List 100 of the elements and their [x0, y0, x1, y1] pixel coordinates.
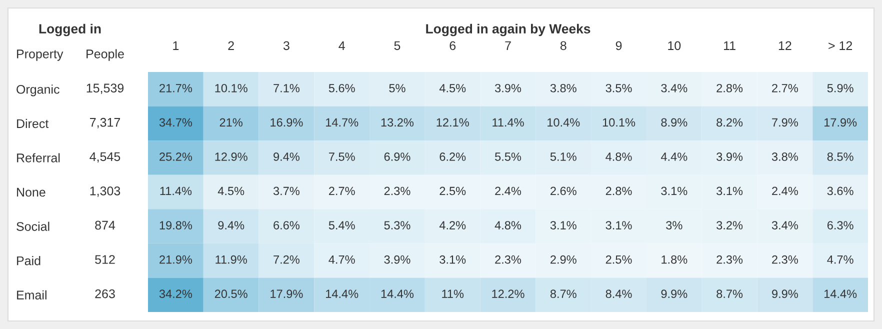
y-tick-label: Paid [17, 256, 40, 266]
data-label: 2.8% [606, 186, 632, 196]
data-label: 14.4% [824, 290, 857, 298]
y-tick-label: Email [17, 290, 46, 300]
data-label: 34.7% [159, 118, 192, 127]
data-label: 9.9% [661, 290, 688, 298]
data-label: 3.8% [550, 84, 576, 92]
data-label: 13.2% [381, 118, 414, 127]
x-tick-label: 7 [505, 41, 511, 50]
data-label: 21% [220, 118, 242, 127]
x-tick-label: 12 [778, 41, 792, 50]
data-label: 17.9% [824, 118, 857, 127]
data-label: 2.7% [772, 84, 798, 92]
y-tick-label: Organic [16, 84, 60, 96]
data-label: 4.7% [328, 255, 355, 264]
x-tick-label: 3 [283, 41, 290, 50]
data-label: 3.1% [606, 221, 632, 230]
chart-title: Logged in again by Weeks [426, 24, 590, 36]
data-label: 8.7% [716, 290, 743, 298]
data-label: 4.4% [660, 152, 688, 161]
x-tick-label: 11 [724, 41, 736, 50]
data-label: 17.9% [270, 290, 303, 298]
data-label: 8.9% [661, 118, 688, 127]
data-label: 2.6% [550, 186, 576, 196]
data-label: 34.2% [159, 290, 192, 298]
data-label: 3.1% [661, 186, 688, 196]
data-label: 5.4% [328, 221, 355, 230]
y2-tick-label: 874 [95, 220, 116, 230]
data-label: 2.7% [328, 186, 355, 196]
data-label: 11% [442, 290, 464, 298]
data-label: 2.8% [716, 84, 743, 92]
data-label: 3.6% [827, 186, 854, 196]
x-tick-label: 10 [668, 41, 681, 50]
data-label: 12.1% [436, 118, 469, 127]
data-label: 9.4% [218, 221, 244, 230]
y2-tick-label: 512 [95, 255, 115, 264]
data-label: 5.1% [550, 152, 576, 161]
data-label: 5.9% [827, 84, 854, 92]
data-label: 3.1% [440, 255, 466, 264]
data-label: 4.8% [606, 152, 632, 161]
data-label: 4.5% [439, 84, 466, 92]
data-label: 5.6% [328, 84, 355, 92]
data-label: 3% [666, 221, 682, 230]
data-label: 7.5% [328, 152, 355, 161]
x-tick-label: 8 [560, 41, 566, 50]
data-label: 7.2% [274, 255, 300, 264]
data-label: 14.4% [326, 290, 358, 298]
data-label: 3.4% [772, 221, 798, 230]
data-label: 10.1% [602, 118, 636, 127]
y-tick-label: Direct [17, 118, 49, 128]
y-tick-label: Referral [17, 153, 60, 162]
x-tick-label: > 12 [828, 41, 852, 50]
data-label: 3.1% [550, 221, 576, 230]
data-label: 6.6% [274, 221, 300, 230]
data-label: 8.4% [606, 290, 632, 298]
data-label: 5% [389, 84, 406, 92]
data-label: 2.5% [606, 255, 632, 264]
y2-tick-label: 4,545 [90, 152, 120, 163]
data-label: 8.7% [550, 290, 576, 298]
data-label: 6.3% [827, 221, 854, 230]
text: Logged in [39, 24, 101, 36]
data-label: 19.8% [160, 221, 192, 230]
data-label: 2.3% [772, 255, 798, 264]
data-label: 6.2% [440, 152, 466, 161]
data-label: 14.4% [381, 290, 414, 298]
data-label: 2.9% [550, 255, 576, 264]
x-tick-label: 5 [394, 41, 400, 50]
data-label: 4.2% [439, 221, 466, 230]
data-label: 4.5% [218, 186, 244, 196]
data-label: 8.2% [716, 118, 743, 127]
data-label: 20.5% [214, 290, 248, 298]
x-tick-label: 2 [228, 41, 234, 50]
data-label: 3.8% [772, 152, 798, 161]
data-label: 3.2% [716, 221, 743, 230]
data-label: 12.2% [492, 290, 524, 298]
data-label: 11.4% [492, 118, 524, 127]
data-label: 2.3% [495, 255, 522, 264]
data-label: 3.4% [661, 84, 688, 92]
data-label: 11.9% [216, 255, 247, 264]
data-label: 25.2% [160, 152, 192, 161]
data-label: 2.5% [440, 186, 466, 196]
data-label: 10.1% [215, 84, 248, 92]
data-label: 6.9% [384, 152, 410, 161]
y2-tick-label: 15,539 [86, 84, 124, 94]
y2-tick-label: 1,303 [90, 186, 120, 197]
data-label: 2.4% [772, 186, 798, 196]
data-label: 3.9% [494, 84, 522, 92]
data-label: 21.9% [160, 255, 192, 264]
y-axis-title: Property [17, 50, 64, 61]
data-label: 5.3% [384, 221, 410, 230]
x-tick-label: 6 [450, 41, 456, 50]
data-label: 2.4% [495, 186, 522, 196]
y-tick-label: Social [16, 222, 50, 231]
data-label: 3.5% [606, 84, 632, 92]
data-label: 16.9% [270, 118, 303, 127]
x-tick-label: 4 [338, 41, 345, 50]
data-label: 9.4% [274, 152, 300, 161]
data-label: 10.4% [548, 118, 580, 127]
data-label: 1.8% [662, 255, 688, 264]
data-label: 3.1% [716, 186, 743, 196]
